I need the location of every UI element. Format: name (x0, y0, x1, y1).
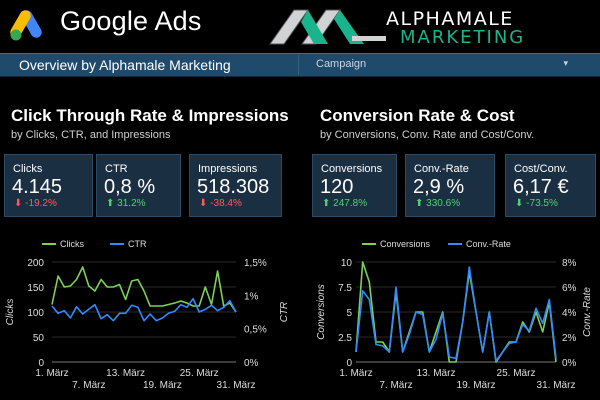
legend-label: Conv.-Rate (466, 239, 511, 249)
x-tick-label: 13. März (106, 368, 145, 379)
arrow-down-icon: ⬇ (515, 198, 524, 209)
x-tick-label: 7. März (379, 380, 412, 391)
y-tick-label: 200 (27, 258, 44, 269)
y2-tick-label: 0,5% (244, 325, 267, 336)
y-axis-title: Clicks (5, 299, 16, 326)
y-tick-label: 50 (33, 333, 45, 344)
kpi-label: Conv.-Rate (414, 163, 469, 175)
chevron-down-icon: ▾ (563, 58, 568, 68)
campaign-select[interactable]: Campaign ▾ (298, 55, 580, 75)
y-tick-label: 0 (38, 358, 44, 369)
ctr-clicks-chart: 0 50 100 150 200 0% 0,5% 1% 1,5% Clicks CTR 1. März… (5, 239, 290, 391)
kpi-card-conv-rate: Conv.-Rate 2,9 % ⬆ 330.6% (405, 154, 495, 217)
brand-name-line1: ALPHAMALE (386, 8, 514, 30)
kpi-delta: ⬇ -19.2% (14, 198, 57, 209)
legend-label: Conversions (380, 239, 431, 249)
arrow-up-icon: ⬆ (415, 198, 424, 209)
x-tick-label: 19. März (143, 380, 182, 391)
y-tick-label: 150 (27, 283, 44, 294)
google-ads-label: Google Ads (60, 6, 202, 36)
kpi-delta: ⬆ 31.2% (106, 198, 146, 209)
y-tick-label: 0 (346, 358, 352, 369)
x-tick-label: 25. März (180, 368, 219, 379)
y-tick-label: 100 (27, 308, 44, 319)
kpi-label: CTR (105, 163, 128, 175)
kpi-label: Cost/Conv. (514, 163, 568, 175)
y-tick-label: 7.5 (338, 283, 352, 294)
x-tick-label: 31. März (217, 380, 256, 391)
y2-tick-label: 4% (562, 308, 577, 319)
arrow-down-icon: ⬇ (199, 198, 208, 209)
conversion-section-subtitle: by Conversions, Conv. Rate and Cost/Conv… (320, 129, 535, 141)
kpi-delta: ⬆ 330.6% (415, 198, 461, 209)
series-line-clicks (51, 266, 237, 313)
campaign-select-value: Campaign (316, 58, 367, 70)
kpi-value: 120 (320, 176, 354, 198)
kpi-value: 0,8 % (104, 176, 156, 198)
kpi-value: 6,17 € (513, 176, 569, 198)
y-tick-label: 5 (346, 308, 352, 319)
header-bar: Google Ads ALPHAMALE MARKETING (0, 0, 600, 52)
kpi-delta: ⬇ -73.5% (515, 198, 558, 209)
y-tick-label: 10 (341, 258, 353, 269)
x-tick-label: 1. März (339, 368, 372, 379)
conversion-section-title: Conversion Rate & Cost (320, 106, 515, 125)
kpi-card-conversions: Conversions 120 ⬆ 247.8% (312, 154, 397, 217)
x-tick-label: 19. März (457, 380, 496, 391)
kpi-value: 518.308 (197, 176, 270, 198)
y2-tick-label: 1% (244, 291, 259, 302)
arrow-down-icon: ⬇ (14, 198, 23, 209)
kpi-value: 4.145 (12, 176, 63, 198)
kpi-label: Impressions (198, 163, 258, 175)
y2-tick-label: 2% (562, 333, 577, 344)
ctr-section-subtitle: by Clicks, CTR, and Impressions (11, 129, 171, 141)
kpi-card-impressions: Impressions 518.308 ⬇ -38.4% (189, 154, 282, 217)
conversions-chart: 0 2.5 5 7.5 10 0% 2% 4% 6% 8% Conversions Conv.-Rat… (316, 239, 593, 391)
arrow-up-icon: ⬆ (106, 198, 115, 209)
kpi-card-clicks: Clicks 4.145 ⬇ -19.2% (4, 154, 93, 217)
kpi-card-cost-per-conv: Cost/Conv. 6,17 € ⬇ -73.5% (505, 154, 596, 217)
kpi-label: Conversions (321, 163, 383, 175)
brand-name-line2: MARKETING (400, 27, 526, 48)
y-tick-label: 2.5 (338, 333, 352, 344)
report-navbar: Overview by Alphamale Marketing Campaign… (0, 53, 600, 77)
y2-tick-label: 0% (562, 358, 577, 369)
kpi-card-ctr: CTR 0,8 % ⬆ 31.2% (96, 154, 181, 217)
google-ads-logo-icon (10, 10, 42, 41)
y-axis-title: Conversions (316, 284, 327, 340)
x-tick-label: 31. März (537, 380, 576, 391)
kpi-label: Clicks (13, 163, 43, 175)
y2-tick-label: 6% (562, 283, 577, 294)
y2-tick-label: 1,5% (244, 258, 267, 269)
series-line-ctr (51, 297, 237, 322)
kpi-delta: ⬆ 247.8% (322, 198, 368, 209)
y2-tick-label: 8% (562, 258, 577, 269)
kpi-delta: ⬇ -38.4% (199, 198, 242, 209)
legend-label: CTR (128, 239, 147, 249)
y2-tick-label: 0% (244, 358, 259, 369)
x-tick-label: 7. März (72, 380, 105, 391)
arrow-up-icon: ⬆ (322, 198, 331, 209)
x-tick-label: 13. März (417, 368, 456, 379)
series-line-conv-rate (355, 266, 557, 362)
kpi-value: 2,9 % (413, 176, 465, 198)
alphamale-logo-icon (269, 9, 386, 45)
y2-axis-title: Conv.-Rate (582, 287, 593, 337)
x-tick-label: 1. März (35, 368, 68, 379)
legend-label: Clicks (60, 239, 84, 249)
report-title: Overview by Alphamale Marketing (19, 57, 231, 73)
ctr-section-title: Click Through Rate & Impressions (11, 106, 289, 125)
x-tick-label: 25. März (497, 368, 536, 379)
y2-axis-title: CTR (279, 302, 290, 323)
